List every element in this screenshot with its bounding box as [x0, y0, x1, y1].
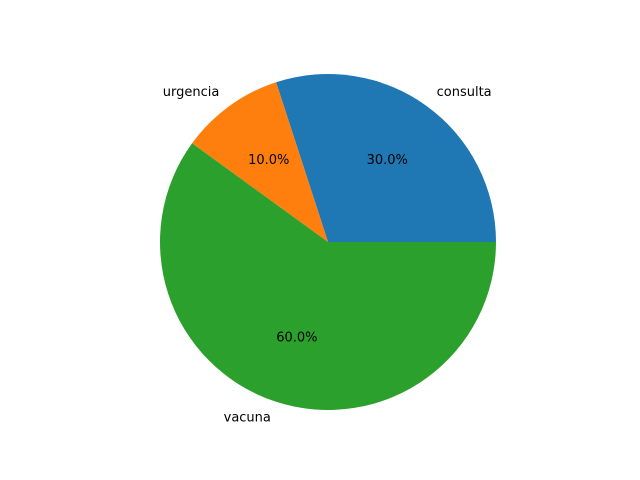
pie-slice-consulta — [276, 73, 496, 242]
slice-percent-urgencia: 10.0% — [248, 153, 289, 168]
slice-label-vacuna: vacuna — [224, 410, 271, 425]
pie-labels: consulta 30.0% urgencia 10.0% vacuna 60.0% — [163, 85, 492, 425]
slice-label-consulta: consulta — [437, 85, 492, 100]
slice-percent-consulta: 30.0% — [367, 153, 408, 168]
pie-slice-vacuna — [159, 143, 496, 411]
slice-label-urgencia: urgencia — [163, 85, 220, 100]
pie-slices — [159, 73, 496, 411]
slice-percent-vacuna: 60.0% — [276, 330, 317, 345]
pie-slice-urgencia — [192, 82, 328, 242]
